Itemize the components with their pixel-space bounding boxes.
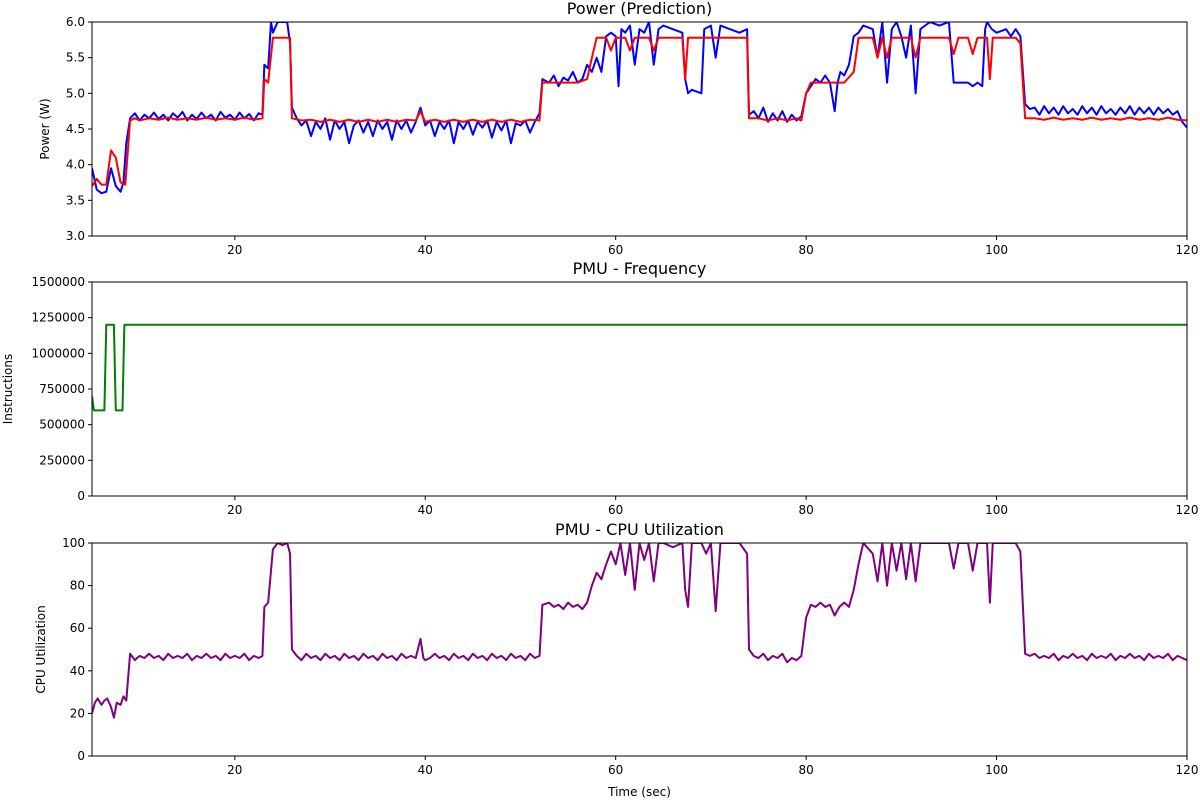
y-tick-label: 60 [70,621,85,635]
x-tick-label: 100 [985,763,1008,777]
x-tick-label: 20 [227,243,242,257]
x-tick-label: 100 [985,503,1008,517]
axes-frame-0 [91,21,1188,237]
x-tick-label: 20 [227,503,242,517]
y-tick-label: 3.5 [66,193,85,207]
x-tick-label: 60 [608,243,623,257]
x-tick-label: 80 [798,503,813,517]
x-tick-label: 100 [985,243,1008,257]
y-tick-label: 750000 [39,382,85,396]
y-tick-label: 4.0 [66,158,85,172]
series-line-1-0 [92,323,1187,412]
y-tick-label: 5.0 [66,86,85,100]
x-axis-label: Time (sec) [607,785,671,799]
x-tick-label: 20 [227,763,242,777]
x-tick-label: 120 [1176,503,1199,517]
y-tick-label: 3.0 [66,229,85,243]
y-tick-label: 40 [70,664,85,678]
y-tick-label: 5.5 [66,51,85,65]
y-tick-label: 1250000 [32,311,85,325]
x-tick-label: 80 [798,763,813,777]
y-axis-label: Power (W) [38,98,52,159]
x-tick-label: 40 [418,503,433,517]
y-tick-label: 0 [77,489,85,503]
x-tick-label: 60 [608,503,623,517]
y-tick-label: 6.0 [66,15,85,29]
y-tick-label: 20 [70,706,85,720]
x-tick-label: 120 [1176,763,1199,777]
series-line-0-1 [92,36,1187,187]
y-tick-label: 500000 [39,418,85,432]
axes-frame-2 [91,542,1188,757]
chart-title: PMU - CPU Utilization [555,520,724,539]
y-tick-label: 80 [70,579,85,593]
y-axis-label: CPU Utilization [34,605,48,693]
x-tick-label: 80 [798,243,813,257]
chart-panel-2: 20 40 60 80 100 120 0 20 40 60 80 100 PMU - CPU Util… [34,520,1198,799]
series-line-2-0 [92,543,1187,719]
chart-panel-1: 20 40 60 80 100 120 0 250000 500000 750000 1000000… [1,259,1198,517]
axes-frame-1 [91,281,1188,497]
series-line-0-0 [92,22,1187,195]
chart-panel-0: 20 40 60 80 100 120 3.0 3.5 4.0 4.5 5.0 5.5 6.0 Power… [38,0,1198,257]
y-tick-label: 1500000 [32,275,85,289]
chart-title: PMU - Frequency [573,259,707,278]
y-tick-label: 4.5 [66,122,85,136]
x-tick-label: 120 [1176,243,1199,257]
y-tick-label: 100 [62,536,85,550]
x-tick-label: 40 [418,243,433,257]
y-axis-label: Instructions [1,354,15,424]
y-tick-label: 0 [77,749,85,763]
x-tick-label: 40 [418,763,433,777]
y-tick-label: 1000000 [32,346,85,360]
x-tick-label: 60 [608,763,623,777]
y-tick-label: 250000 [39,453,85,467]
chart-title: Power (Prediction) [567,0,712,18]
